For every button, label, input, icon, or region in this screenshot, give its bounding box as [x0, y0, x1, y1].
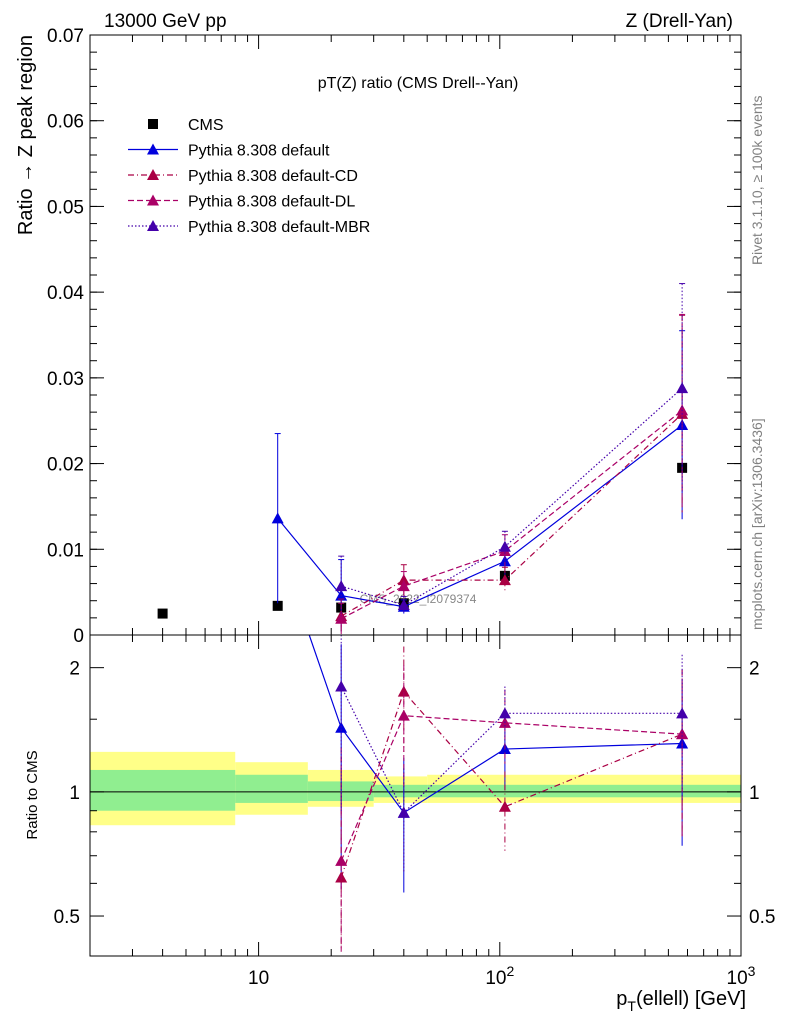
ratio-y-tick-label: 1 — [69, 783, 80, 804]
ratio-y-tick-label: 0.5 — [54, 907, 80, 928]
ratio-line-pythia-8-308-default-mbr — [340, 686, 683, 814]
point-pythia-8-308-default-mbr — [397, 599, 410, 610]
ratio-point-pythia-8-308-default-mbr — [498, 707, 511, 719]
uncertainty-bands — [90, 751, 741, 826]
legend-label-pythia-8-308-default-dl: Pythia 8.308 default-DL — [188, 194, 355, 211]
ratio-point-pythia-8-308-default-dl — [335, 854, 348, 866]
ratio-y-tick-label: 2 — [69, 659, 80, 680]
legend-marker-pythia-8-308-default-mbr — [147, 220, 159, 231]
y-tick-label: 0.03 — [47, 369, 84, 390]
main-y-ticks: 0 0.01 0.02 0.03 0.04 0.05 0.06 0.07 — [47, 26, 741, 647]
mcplots-label: mcplots.cern.ch [arXiv:1306.3436] — [749, 418, 765, 630]
legend: CMS Pythia 8.308 default Pythia 8.308 defa… — [128, 117, 370, 236]
legend-marker-pythia-8-308-default-cd — [147, 169, 159, 180]
x-tick-label: 10 — [248, 968, 269, 989]
ratio-frame — [89, 634, 742, 957]
main-series-layer — [157, 283, 689, 635]
ratio-y-tick-label: 2 — [749, 659, 760, 680]
ratio-line-pythia-8-308-default-cd — [340, 690, 683, 878]
legend-label-pythia-8-308-default-mbr: Pythia 8.308 default-MBR — [188, 219, 370, 236]
x-tick-label: 102 — [485, 963, 514, 989]
ratio-y-ticks: 0.5 0.5 1 1 2 2 — [54, 659, 776, 928]
header-energy: 13000 GeV pp — [104, 11, 227, 32]
point-pythia-8-308-default-dl — [335, 612, 348, 624]
ratio-point-pythia-8-308-default-cd — [498, 800, 511, 812]
band-inner — [373, 784, 428, 798]
rivet-label: Rivet 3.1.10, ≥ 100k events — [749, 95, 765, 265]
y-tick-label: 0.04 — [47, 283, 84, 304]
legend-label-cms: CMS — [188, 117, 224, 134]
y-tick-label: 0.07 — [47, 26, 84, 47]
y-tick-label: 0 — [73, 626, 84, 647]
point-pythia-8-308-default-mbr — [498, 540, 511, 552]
band-inner — [235, 774, 308, 803]
watermark: CMS_2022_I2079374 — [360, 592, 477, 606]
ratio-ylabel: Ratio to CMS — [24, 750, 41, 839]
y-tick-label: 0.01 — [47, 540, 84, 561]
series-line-pythia-8-308-default-dl — [340, 409, 683, 620]
band-inner — [90, 769, 236, 811]
ratio-line-pythia-8-308-default-dl — [340, 715, 683, 862]
series-line-pythia-8-308-default-mbr — [341, 387, 683, 606]
main-x-ticks — [89, 35, 742, 635]
ratio-series-layer — [308, 635, 689, 952]
point-pythia-8-308-default-cd — [397, 574, 410, 586]
ratio-point-pythia-8-308-default-dl — [676, 728, 689, 740]
ratio-x-ticks: 10 102 103 — [89, 635, 756, 989]
main-panel: pT(Z) ratio (CMS Drell--Yan) Ratio → Z p… — [15, 26, 742, 647]
header-process: Z (Drell-Yan) — [626, 11, 733, 32]
legend-marker-pythia-8-308-default-dl — [147, 194, 159, 206]
ratio-point-pythia-8-308-default-dl — [397, 709, 410, 721]
band-inner — [427, 784, 741, 798]
ratio-point-pythia-8-308-default-mbr — [335, 680, 348, 692]
legend-label-pythia-8-308-default: Pythia 8.308 default — [188, 143, 330, 160]
point-cms — [272, 600, 283, 611]
ratio-y-tick-label: 0.5 — [749, 907, 775, 928]
y-tick-label: 0.02 — [47, 455, 84, 476]
main-title: pT(Z) ratio (CMS Drell--Yan) — [318, 75, 519, 92]
ratio-point-pythia-8-308-default-mbr — [676, 707, 689, 719]
ratio-panel: 0.5 0.5 1 1 2 2 10 102 103 Ratio to CMS pT(elle… — [24, 634, 776, 1014]
y-tick-label: 0.05 — [47, 197, 84, 218]
x-tick-label: 103 — [727, 963, 756, 989]
main-ylabel: Ratio → Z peak region — [15, 35, 37, 235]
x-axis-label: pT(ellell) [GeV] — [616, 988, 746, 1014]
point-pythia-8-308-default-mbr — [676, 382, 689, 394]
legend-label-pythia-8-308-default-cd: Pythia 8.308 default-CD — [188, 168, 358, 185]
point-pythia-8-308-default-mbr — [335, 580, 348, 592]
legend-marker-cms — [148, 119, 158, 129]
point-pythia-8-308-default-cd — [498, 574, 511, 586]
ratio-y-tick-label: 1 — [749, 783, 760, 804]
y-tick-label: 0.06 — [47, 112, 84, 133]
series-line-pythia-8-308-default-cd — [340, 413, 683, 617]
legend-marker-pythia-8-308-default — [147, 143, 159, 155]
point-pythia-8-308-default-dl — [397, 580, 410, 592]
point-cms — [157, 608, 168, 619]
point-pythia-8-308-default — [271, 512, 284, 524]
ratio-point-pythia-8-308-default-mbr — [397, 806, 410, 818]
ratio-point-pythia-8-308-default-cd — [397, 685, 410, 697]
series-line-pythia-8-308-default — [277, 424, 683, 608]
